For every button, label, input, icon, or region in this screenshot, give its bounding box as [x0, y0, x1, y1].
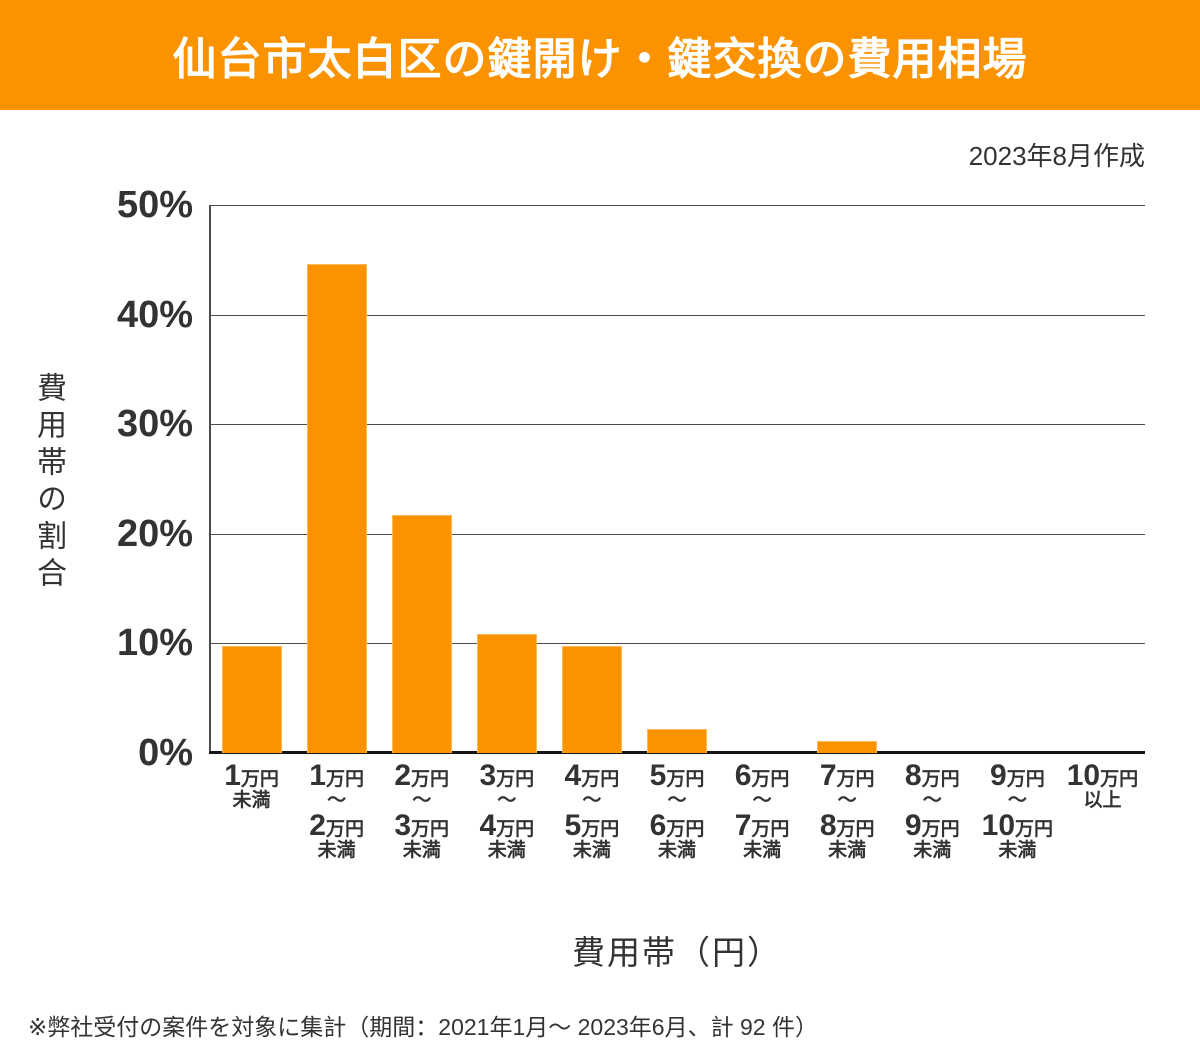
y-axis-title: 費用帯の割合 [32, 372, 65, 594]
bar [561, 645, 622, 753]
x-tick-label: 8万円〜 9万円 未満 [904, 759, 960, 862]
y-tick-label: 20% [116, 512, 193, 555]
bar [476, 633, 537, 753]
x-tick-label: 4万円〜 5万円 未満 [564, 759, 620, 862]
x-tick-label: 3万円〜 4万円 未満 [479, 759, 535, 862]
x-tick-label: 6万円〜 7万円 未満 [734, 759, 790, 862]
y-tick-label: 50% [116, 184, 193, 226]
bar [306, 264, 367, 753]
plot-area: 1万円 未満 1万円〜 2万円 未満 2万円〜 3万円 未満 3万円〜 4万円 未満 4万円〜 5万円未… [209, 205, 1145, 861]
bar [647, 728, 707, 753]
x-tick-label: 1万円 未満 [224, 759, 279, 812]
x-tick-label: 10万円 以上 [1066, 759, 1139, 812]
y-tick-label: 30% [116, 403, 193, 446]
gridline [209, 205, 1145, 206]
footnote: ※弊社受付の案件を対象に集計（期間：2021年1月～ 2023年6月、計 92 … [28, 1014, 818, 1040]
y-tick-label: 0% [138, 732, 193, 774]
y-tick-label: 40% [116, 293, 193, 336]
created-date: 2023年8月作成 [968, 141, 1145, 171]
y-axis-line [209, 205, 211, 753]
gridline [209, 643, 1145, 645]
x-tick-labels: 1万円 未満 1万円〜 2万円 未満 2万円〜 3万円 未満 3万円〜 4万円 未満 4万円〜 5万円未… [209, 759, 1145, 878]
x-tick-label: 2万円〜 3万円 未満 [394, 759, 450, 862]
x-tick-label: 1万円〜 2万円 未満 [309, 759, 364, 862]
bar [391, 515, 452, 753]
gridline [209, 314, 1145, 316]
page-title: 仙台市太白区の鍵開け・鍵交換の費用相場 [172, 35, 1028, 84]
gridline [209, 533, 1145, 535]
gridline [209, 424, 1145, 426]
bar [817, 740, 878, 753]
bar [221, 645, 282, 753]
x-tick-label: 7万円〜 8万円 未満 [819, 759, 875, 862]
x-tick-label: 5万円〜 6万円 未満 [649, 759, 705, 862]
x-axis-title: 費用帯（円） [572, 934, 782, 971]
x-tick-label: 9万円〜 10万円 未満 [981, 759, 1054, 862]
y-tick-label: 10% [116, 622, 193, 665]
title-banner: 仙台市太白区の鍵開け・鍵交換の費用相場 [0, 0, 1200, 110]
